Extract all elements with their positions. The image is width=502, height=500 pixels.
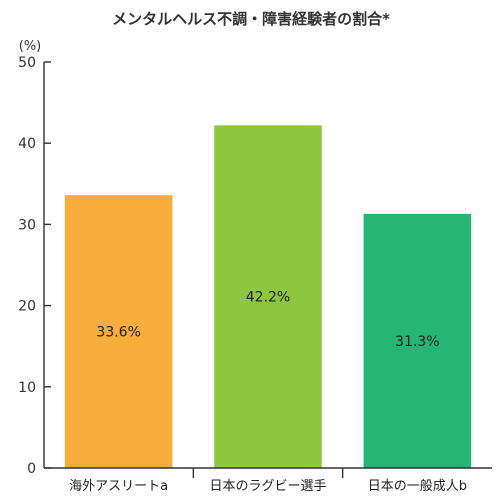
y-axis: 0 10 20 30 40 50	[18, 55, 51, 477]
y-tick-label: 40	[18, 136, 36, 152]
x-category-label: 日本の一般成人b	[368, 478, 467, 494]
bar	[214, 125, 322, 468]
bar-data-label: 42.2%	[246, 290, 290, 306]
bar-data-label: 33.6%	[96, 325, 140, 341]
bar	[64, 195, 173, 468]
chart-title: メンタルヘルス不調・障害経験者の割合*	[112, 10, 390, 28]
x-category-label: 日本のラグビー選手	[209, 479, 326, 494]
y-tick-label: 20	[18, 299, 36, 315]
x-category-label: 海外アスリートa	[69, 479, 168, 494]
y-axis-unit-label: (%)	[19, 39, 42, 54]
x-axis: 海外アスリートa 日本のラグビー選手 日本の一般成人b	[44, 467, 492, 494]
y-tick-label: 0	[27, 461, 36, 477]
bars-group: 33.6% 42.2% 31.3%	[64, 125, 472, 468]
bar-data-label: 31.3%	[395, 334, 439, 350]
bar	[363, 213, 472, 468]
y-tick-label: 30	[18, 217, 36, 233]
y-tick-label: 10	[18, 380, 36, 396]
y-tick-label: 50	[18, 55, 36, 71]
